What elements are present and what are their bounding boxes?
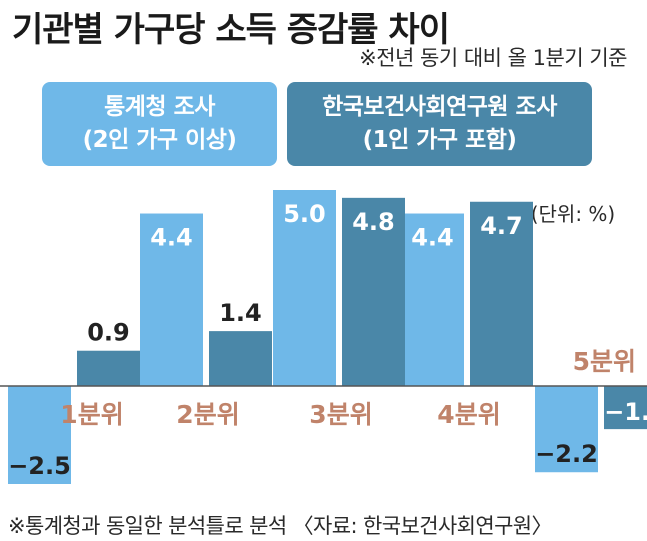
bar-series2-2 (209, 331, 272, 386)
bar-series1-2 (140, 213, 203, 386)
value-label-series2-5: −1.1 (604, 398, 647, 426)
chart-note: ※전년 동기 대비 올 1분기 기준 (359, 46, 627, 70)
legend-series1: 통계청 조사 (2인 가구 이상) (42, 82, 277, 166)
bar-series1-1 (8, 386, 71, 484)
category-label-5: 5분위 (573, 347, 636, 376)
category-label-4: 4분위 (437, 400, 500, 429)
value-label-series1-4: 4.4 (411, 224, 454, 252)
value-label-series1-3: 5.0 (283, 200, 326, 228)
bar-series2-1 (77, 350, 140, 386)
unit-label: (단위: %) (531, 202, 616, 226)
value-label-series2-2: 1.4 (219, 299, 262, 327)
footnote: ※통계청과 동일한 분석틀로 분석 〈자료: 한국보건사회연구원〉 (8, 514, 553, 538)
bar-series1-5 (535, 386, 598, 473)
category-label-3: 3분위 (309, 400, 372, 429)
chart-title: 기관별 가구당 소득 증감률 차이 (12, 10, 450, 50)
bar-series1-4 (401, 213, 464, 386)
legend-series2-line1: 한국보건사회연구원 조사 (322, 93, 557, 120)
bar-series2-4 (470, 201, 533, 386)
value-label-series2-4: 4.7 (480, 212, 523, 240)
bar-series2-3 (342, 197, 405, 386)
legend-series2: 한국보건사회연구원 조사 (1인 가구 포함) (287, 82, 592, 166)
category-label-1: 1분위 (60, 400, 123, 429)
bar-series1-3 (273, 190, 336, 386)
legend-series1-line2: (2인 가구 이상) (82, 127, 237, 153)
legend-series2-line2: (1인 가구 포함) (362, 127, 517, 153)
bar-series2-5 (604, 386, 647, 430)
category-label-2: 2분위 (176, 400, 239, 429)
value-label-series2-1: 0.9 (87, 319, 130, 347)
value-label-series1-1: −2.5 (8, 452, 71, 480)
legend-series1-line1: 통계청 조사 (104, 93, 215, 120)
value-label-series2-3: 4.8 (352, 208, 395, 236)
value-label-series1-2: 4.4 (150, 224, 193, 252)
value-label-series1-5: −2.2 (535, 440, 598, 468)
